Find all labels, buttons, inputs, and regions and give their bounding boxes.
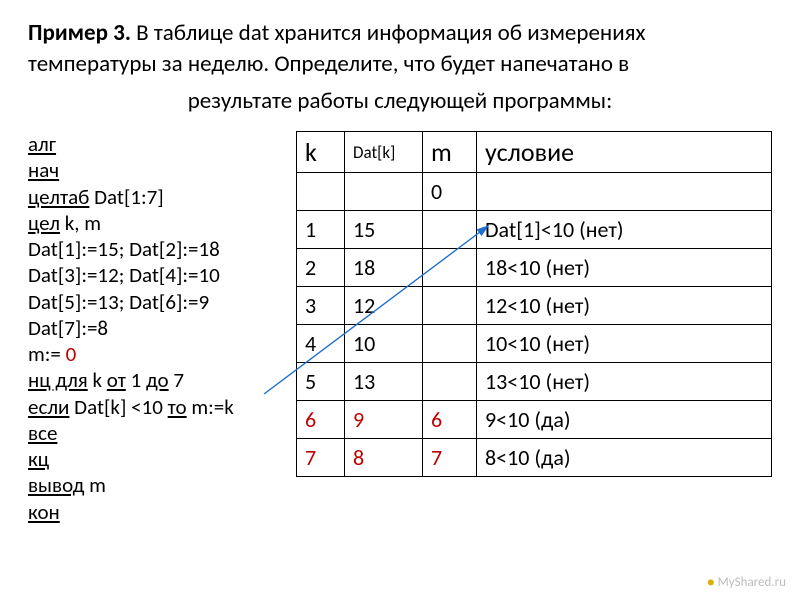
table-cell (345, 173, 423, 211)
code-line: если Dat[k] <10 то m:=k (28, 394, 286, 420)
title-bold: Пример 3. (28, 19, 131, 47)
trace-table: k Dat[k] m условие 0115Dat[1]<10 (нет)21… (296, 131, 772, 477)
table-cell: 1 (297, 211, 345, 249)
main-area: алг нач целтаб Dat[1:7] цел k, m Dat[1]:… (28, 131, 772, 525)
table-cell (423, 211, 477, 249)
table-cell: 9 (345, 401, 423, 439)
watermark-text: MyShared (718, 575, 772, 590)
table-cell (423, 249, 477, 287)
table-cell: 7 (423, 439, 477, 477)
table-cell (297, 173, 345, 211)
table-row: 115 Dat[1]<10 (нет) (297, 211, 772, 249)
code-line: нц для k от 1 до 7 (28, 367, 286, 393)
table-cell: 8 (345, 439, 423, 477)
code-line: кц (28, 446, 286, 472)
table-row: 218 18<10 (нет) (297, 249, 772, 287)
table-cell (423, 287, 477, 325)
table-cell: 4 (297, 325, 345, 363)
table-cell: 9<10 (да) (477, 401, 772, 439)
title-line2: температуры за неделю. Определите, что б… (28, 50, 629, 78)
code-line: Dat[1]:=15; Dat[2]:=18 (28, 236, 286, 262)
table-row: 312 12<10 (нет) (297, 287, 772, 325)
table-cell (423, 325, 477, 363)
table-cell: 2 (297, 249, 345, 287)
table-cell: 13<10 (нет) (477, 363, 772, 401)
code-line: Dat[7]:=8 (28, 315, 286, 341)
table-row: 513 13<10 (нет) (297, 363, 772, 401)
code-line: вывод m (28, 472, 286, 498)
code-line: цел k, m (28, 210, 286, 236)
table-cell: 10 (345, 325, 423, 363)
table-cell: 13 (345, 363, 423, 401)
table-cell (423, 363, 477, 401)
table-cell: 18<10 (нет) (477, 249, 772, 287)
code-line: m:= 0 (28, 341, 286, 367)
table-cell: 18 (345, 249, 423, 287)
table-cell: 7 (297, 439, 345, 477)
table-cell: 12 (345, 287, 423, 325)
code-line: кон (28, 499, 286, 525)
col-header-k: k (297, 132, 345, 173)
table-row: 6969<10 (да) (297, 401, 772, 439)
title-line3: результате работы следующей программы: (28, 86, 772, 117)
table-cell: 15 (345, 211, 423, 249)
code-block: алг нач целтаб Dat[1:7] цел k, m Dat[1]:… (28, 131, 286, 525)
table-cell: Dat[1]<10 (нет) (477, 211, 772, 249)
table-cell: 12<10 (нет) (477, 287, 772, 325)
table-cell: 6 (423, 401, 477, 439)
table-cell: 6 (297, 401, 345, 439)
code-line: Dat[3]:=12; Dat[4]:=10 (28, 262, 286, 288)
table-cell: 5 (297, 363, 345, 401)
table-row: 7878<10 (да) (297, 439, 772, 477)
code-line: Dat[5]:=13; Dat[6]:=9 (28, 289, 286, 315)
code-line: алг (28, 131, 286, 157)
title-line1: В таблице dat хранится информация об изм… (131, 19, 646, 47)
title-block: Пример 3. В таблице dat хранится информа… (28, 18, 772, 117)
code-line: целтаб Dat[1:7] (28, 184, 286, 210)
table-cell: 3 (297, 287, 345, 325)
table-header-row: k Dat[k] m условие (297, 132, 772, 173)
code-line: нач (28, 157, 286, 183)
table-cell (477, 173, 772, 211)
trace-table-wrap: k Dat[k] m условие 0115Dat[1]<10 (нет)21… (296, 131, 772, 525)
col-header-dat: Dat[k] (345, 132, 423, 173)
table-row: 0 (297, 173, 772, 211)
col-header-m: m (423, 132, 477, 173)
col-header-cond: условие (477, 132, 772, 173)
watermark: ● MyShared.ru (707, 575, 786, 590)
table-row: 410 10<10 (нет) (297, 325, 772, 363)
table-cell: 8<10 (да) (477, 439, 772, 477)
table-cell: 10<10 (нет) (477, 325, 772, 363)
table-cell: 0 (423, 173, 477, 211)
code-line: все (28, 420, 286, 446)
